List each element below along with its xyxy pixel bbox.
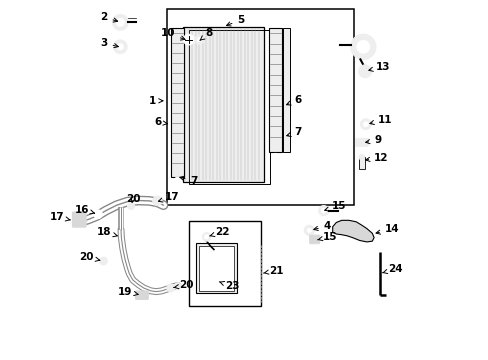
Circle shape xyxy=(360,119,370,130)
Text: 9: 9 xyxy=(365,135,381,145)
Text: 14: 14 xyxy=(375,224,399,234)
Bar xyxy=(171,28,183,177)
Text: 19: 19 xyxy=(118,287,138,297)
FancyBboxPatch shape xyxy=(355,138,367,147)
Circle shape xyxy=(183,34,194,45)
Circle shape xyxy=(202,233,211,241)
Bar xyxy=(283,28,289,152)
Text: 10: 10 xyxy=(160,28,184,40)
Circle shape xyxy=(113,40,127,54)
Circle shape xyxy=(174,283,181,290)
Circle shape xyxy=(204,235,208,239)
Text: 20: 20 xyxy=(125,194,140,204)
Text: 2: 2 xyxy=(100,12,118,22)
Bar xyxy=(167,9,354,205)
Text: 21: 21 xyxy=(263,266,283,276)
Text: 15: 15 xyxy=(324,201,346,211)
Circle shape xyxy=(306,228,311,233)
Text: 17: 17 xyxy=(50,212,70,222)
Bar xyxy=(188,221,260,306)
Text: 3: 3 xyxy=(100,38,118,48)
Circle shape xyxy=(174,177,181,185)
Circle shape xyxy=(350,34,375,59)
Text: 12: 12 xyxy=(365,153,388,163)
Circle shape xyxy=(318,206,328,216)
Text: 6: 6 xyxy=(286,95,301,105)
Bar xyxy=(196,243,237,293)
Bar xyxy=(183,27,264,182)
Circle shape xyxy=(321,208,325,213)
Text: 16: 16 xyxy=(74,204,94,215)
Text: 22: 22 xyxy=(209,227,229,237)
Bar xyxy=(188,30,269,184)
Text: 11: 11 xyxy=(369,114,391,125)
Text: 6: 6 xyxy=(154,117,167,127)
FancyBboxPatch shape xyxy=(309,235,319,244)
Text: 5: 5 xyxy=(226,15,244,26)
Circle shape xyxy=(94,210,102,219)
Circle shape xyxy=(194,35,204,44)
Circle shape xyxy=(117,44,123,50)
Text: 7: 7 xyxy=(180,176,198,186)
Text: 20: 20 xyxy=(173,280,193,291)
Circle shape xyxy=(116,18,124,26)
Circle shape xyxy=(112,14,128,30)
FancyBboxPatch shape xyxy=(135,291,148,300)
Circle shape xyxy=(99,257,107,265)
Circle shape xyxy=(197,37,201,42)
Text: 4: 4 xyxy=(313,221,330,231)
Text: 17: 17 xyxy=(158,192,180,202)
Text: 1: 1 xyxy=(149,96,163,106)
Text: 24: 24 xyxy=(382,264,402,274)
Circle shape xyxy=(363,122,367,127)
Bar xyxy=(358,157,364,169)
Text: 23: 23 xyxy=(219,281,239,291)
Polygon shape xyxy=(332,220,373,242)
Circle shape xyxy=(127,202,134,210)
Circle shape xyxy=(358,154,364,160)
Circle shape xyxy=(272,153,278,160)
Circle shape xyxy=(174,177,181,185)
Circle shape xyxy=(304,225,314,235)
Bar xyxy=(199,246,234,291)
Text: 7: 7 xyxy=(286,127,301,138)
Circle shape xyxy=(356,40,369,53)
Text: 20: 20 xyxy=(80,252,100,262)
Text: 18: 18 xyxy=(97,227,117,237)
Text: 8: 8 xyxy=(200,28,212,40)
Bar xyxy=(268,28,282,152)
Circle shape xyxy=(152,196,162,206)
Text: 15: 15 xyxy=(317,232,337,242)
FancyBboxPatch shape xyxy=(72,212,86,227)
Text: 13: 13 xyxy=(368,62,390,72)
Circle shape xyxy=(166,284,174,292)
Circle shape xyxy=(358,65,371,78)
